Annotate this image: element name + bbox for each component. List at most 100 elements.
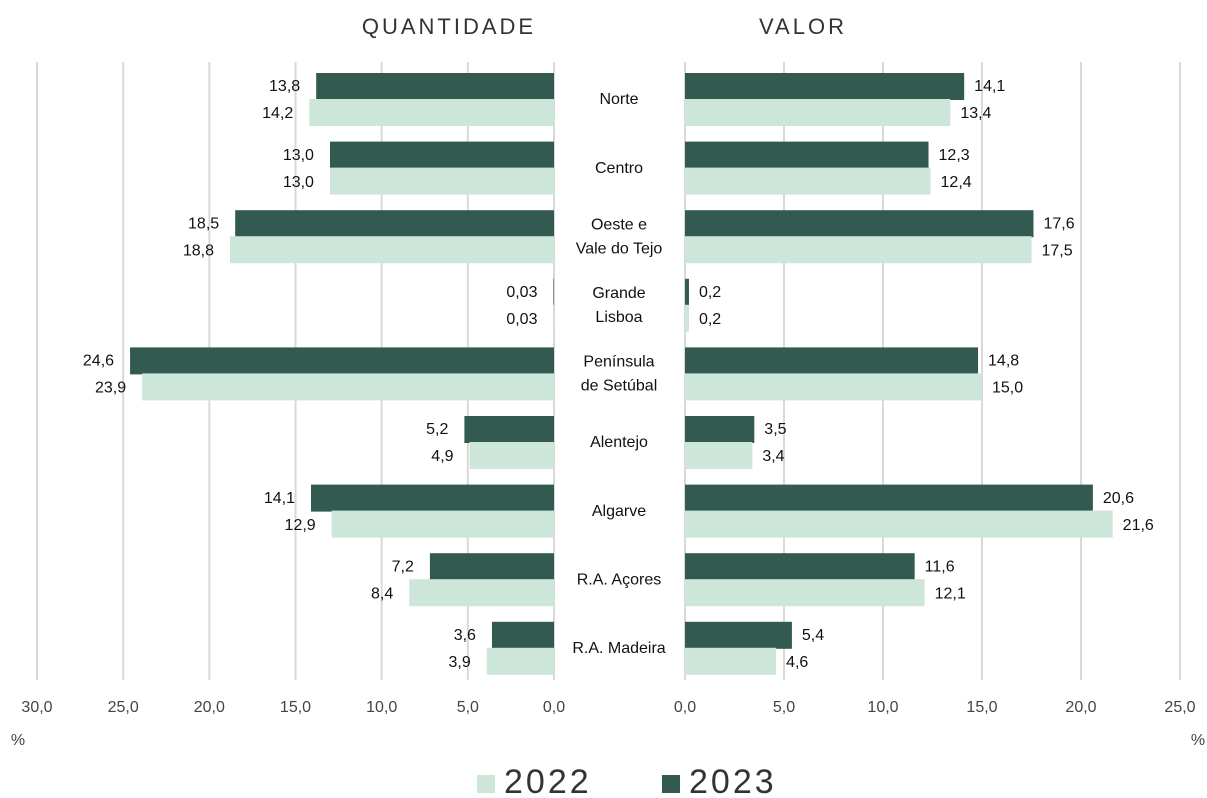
data-label: 18,5 — [188, 215, 219, 232]
data-label: 13,0 — [283, 147, 314, 164]
axis-label: % — [11, 732, 25, 749]
data-label: 0,2 — [699, 311, 721, 328]
chart-title: QUANTIDADE — [362, 14, 536, 39]
bar — [685, 373, 982, 401]
data-label: 5,4 — [802, 627, 824, 644]
category-label: Península — [583, 354, 654, 371]
data-label: 17,6 — [1043, 215, 1074, 232]
category-label: R.A. Madeira — [572, 640, 665, 657]
category-label: R.A. Açores — [577, 571, 661, 588]
legend-swatch — [477, 775, 495, 793]
category-label: Vale do Tejo — [576, 240, 663, 257]
data-label: 12,3 — [939, 147, 970, 164]
data-label: 4,6 — [786, 654, 808, 671]
bar — [329, 141, 554, 169]
bar — [685, 416, 755, 443]
data-label: 14,1 — [974, 78, 1005, 95]
category-label: Algarve — [592, 503, 646, 520]
axis-label: % — [1191, 732, 1205, 749]
category-label: Norte — [599, 91, 638, 108]
data-label: 14,1 — [264, 490, 295, 507]
data-label: 20,6 — [1103, 490, 1134, 507]
x-tick-label: 15,0 — [280, 699, 311, 716]
data-label: 17,5 — [1042, 242, 1073, 259]
category-label: Grande — [592, 285, 645, 302]
bar — [685, 278, 689, 306]
bar — [685, 621, 792, 649]
data-label: 12,4 — [941, 174, 972, 191]
data-label: 0,2 — [699, 284, 721, 301]
bar — [685, 210, 1034, 238]
bar — [230, 236, 554, 264]
category-label: Lisboa — [595, 309, 642, 326]
data-label: 18,8 — [183, 242, 214, 259]
x-tick-label: 0,0 — [674, 699, 696, 716]
bar — [685, 167, 931, 195]
data-label: 3,9 — [449, 654, 471, 671]
bar — [491, 621, 554, 649]
bar — [409, 579, 554, 607]
data-label: 7,2 — [392, 558, 414, 575]
data-label: 13,4 — [960, 105, 991, 122]
chart-title: VALOR — [759, 14, 847, 39]
data-label: 24,6 — [83, 353, 114, 370]
category-label: de Setúbal — [581, 378, 658, 395]
x-tick-label: 5,0 — [773, 699, 795, 716]
category-label: Centro — [595, 160, 643, 177]
x-tick-label: 20,0 — [1065, 699, 1096, 716]
bar — [685, 304, 689, 332]
data-label: 15,0 — [992, 380, 1023, 397]
data-label: 14,8 — [988, 353, 1019, 370]
category-label: Oeste e — [591, 216, 647, 233]
data-label: 23,9 — [95, 380, 126, 397]
bar — [685, 484, 1093, 512]
data-label: 3,6 — [454, 627, 476, 644]
legend-label: 2023 — [689, 763, 777, 798]
x-tick-label: 10,0 — [366, 699, 397, 716]
bar — [309, 99, 554, 126]
data-label: 13,8 — [269, 78, 300, 95]
data-label: 21,6 — [1123, 517, 1154, 534]
bar — [685, 236, 1032, 264]
legend-label: 2022 — [504, 763, 592, 798]
x-tick-label: 15,0 — [966, 699, 997, 716]
bar — [685, 579, 925, 607]
bar — [685, 510, 1113, 538]
bar — [235, 210, 554, 238]
category-label: Alentejo — [590, 434, 648, 451]
bar — [331, 510, 554, 538]
data-label: 12,9 — [285, 517, 316, 534]
data-label: 0,03 — [506, 311, 537, 328]
bar — [685, 647, 777, 675]
bar — [311, 484, 554, 512]
legend-swatch — [662, 775, 680, 793]
bar — [130, 347, 554, 375]
bar — [685, 141, 929, 169]
x-tick-label: 30,0 — [21, 699, 52, 716]
x-tick-label: 5,0 — [457, 699, 479, 716]
bar — [486, 647, 554, 675]
data-label: 8,4 — [371, 585, 393, 602]
x-tick-label: 20,0 — [194, 699, 225, 716]
bar — [685, 347, 979, 375]
bar — [553, 304, 554, 332]
data-label: 3,4 — [762, 448, 784, 465]
x-tick-label: 25,0 — [1164, 699, 1195, 716]
bar — [685, 442, 753, 469]
bar — [429, 553, 554, 581]
bar — [685, 99, 951, 126]
data-label: 5,2 — [426, 421, 448, 438]
bar — [316, 73, 554, 100]
x-tick-label: 10,0 — [867, 699, 898, 716]
x-tick-label: 0,0 — [543, 699, 565, 716]
bar — [685, 73, 965, 100]
data-label: 4,9 — [431, 448, 453, 465]
bar — [553, 278, 554, 306]
bar — [685, 553, 915, 581]
data-label: 12,1 — [935, 585, 966, 602]
bar — [142, 373, 554, 401]
data-label: 11,6 — [925, 558, 955, 575]
data-label: 3,5 — [764, 421, 786, 438]
bar — [469, 442, 554, 469]
